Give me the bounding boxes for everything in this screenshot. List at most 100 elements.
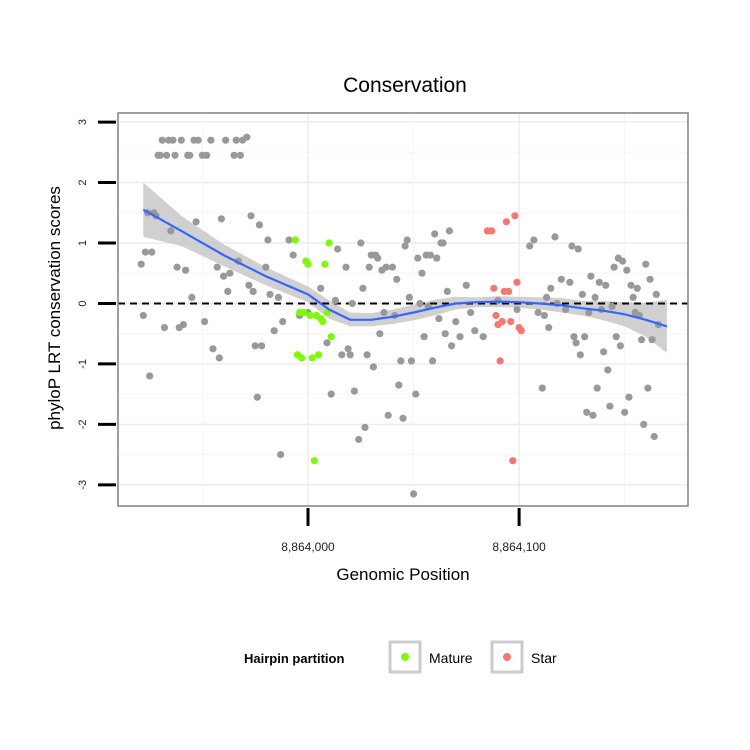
- point-mature: [319, 318, 327, 326]
- point-other: [243, 133, 251, 141]
- point-other: [612, 333, 620, 341]
- point-other: [534, 308, 542, 317]
- y-tick-label: 2: [77, 179, 89, 185]
- smooth-line: [142, 208, 668, 328]
- point-other: [642, 260, 650, 268]
- point-other: [471, 327, 479, 335]
- y-tick-label: -3: [77, 480, 89, 490]
- point-other: [186, 151, 194, 159]
- point-other: [566, 278, 574, 286]
- point-other: [258, 342, 266, 350]
- point-other: [410, 490, 418, 498]
- point-star: [488, 227, 496, 235]
- point-other: [633, 284, 641, 292]
- point-other: [137, 260, 145, 268]
- point-other: [587, 272, 595, 280]
- point-other: [277, 451, 285, 459]
- point-other: [255, 221, 263, 229]
- point-other: [638, 336, 646, 344]
- point-other: [331, 296, 339, 304]
- point-other: [251, 342, 259, 350]
- point-other: [452, 318, 460, 326]
- point-other: [338, 351, 346, 359]
- smooth-line-layer: [142, 208, 668, 328]
- point-other: [435, 315, 443, 323]
- point-other: [431, 230, 439, 238]
- point-other: [652, 290, 660, 298]
- point-other: [369, 363, 377, 371]
- point-other: [543, 293, 551, 301]
- point-star: [517, 327, 525, 335]
- point-other: [264, 236, 272, 244]
- point-other: [224, 287, 232, 295]
- point-other: [253, 393, 261, 401]
- point-other: [158, 136, 166, 144]
- point-mature: [315, 351, 323, 359]
- point-other: [139, 311, 147, 320]
- point-mature: [325, 239, 333, 247]
- point-other: [619, 257, 627, 265]
- axis-layer: 3 2 1 0 -1 -2 -3 8,864,000 8,864,100: [77, 119, 546, 554]
- point-other: [395, 381, 403, 389]
- point-other: [160, 324, 168, 332]
- point-other: [494, 296, 502, 304]
- point-other: [568, 242, 576, 250]
- point-other: [448, 342, 456, 350]
- point-other: [213, 263, 221, 271]
- point-other: [593, 384, 601, 392]
- legend-item-star: Star: [490, 640, 557, 674]
- point-other: [540, 311, 549, 320]
- point-other: [629, 293, 637, 301]
- point-other: [232, 136, 240, 144]
- point-other: [640, 420, 648, 428]
- point-other: [393, 275, 401, 283]
- point-other: [285, 236, 293, 244]
- point-other: [215, 354, 223, 362]
- point-star: [496, 357, 504, 365]
- point-other: [363, 351, 371, 359]
- point-other: [148, 248, 156, 256]
- point-other: [222, 136, 230, 144]
- point-other: [570, 333, 578, 341]
- point-other: [591, 293, 599, 301]
- point-other: [156, 151, 164, 159]
- smooth-band-layer: [143, 182, 667, 353]
- point-other: [600, 348, 608, 356]
- point-other: [194, 136, 202, 144]
- point-other: [578, 290, 587, 298]
- point-other: [226, 269, 234, 277]
- legend: Hairpin partition Mature Star: [244, 640, 557, 674]
- point-other: [357, 239, 365, 247]
- point-star: [507, 318, 515, 326]
- points-layer: [137, 133, 663, 498]
- point-mature: [321, 260, 329, 268]
- point-other: [576, 351, 584, 359]
- point-other: [179, 321, 187, 329]
- point-other: [365, 263, 373, 271]
- point-other: [163, 151, 171, 159]
- point-other: [416, 299, 424, 308]
- point-other: [397, 357, 405, 365]
- point-other: [426, 251, 434, 259]
- point-other: [270, 327, 278, 335]
- point-other: [595, 278, 603, 286]
- point-other: [420, 333, 428, 341]
- point-other: [167, 227, 175, 235]
- point-other: [608, 302, 616, 311]
- point-other: [217, 215, 225, 223]
- point-other: [602, 281, 610, 289]
- point-other: [646, 275, 654, 283]
- x-axis-title: Genomic Position: [336, 565, 469, 584]
- point-other: [530, 236, 538, 244]
- point-other: [342, 263, 350, 271]
- point-other: [177, 136, 185, 144]
- legend-swatch-mature: [401, 653, 409, 661]
- point-other: [350, 387, 358, 395]
- point-other: [412, 390, 420, 398]
- point-other: [274, 293, 282, 301]
- point-other: [456, 333, 464, 341]
- point-other: [572, 339, 580, 347]
- point-other: [361, 423, 369, 431]
- point-other: [616, 342, 625, 350]
